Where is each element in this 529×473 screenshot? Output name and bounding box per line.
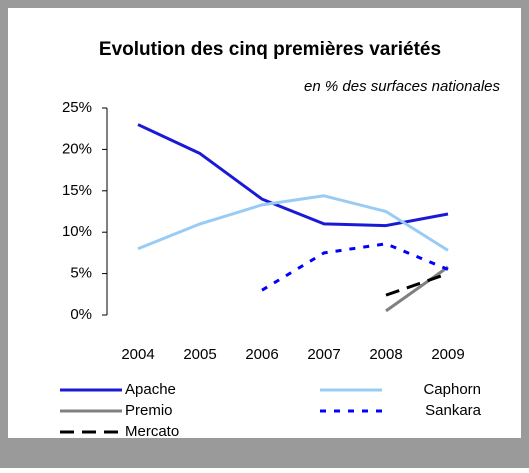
series-line xyxy=(137,123,449,228)
y-tick-label: 0% xyxy=(70,306,92,323)
series-line xyxy=(137,194,449,252)
legend-label: Mercato xyxy=(125,423,179,440)
y-tick-label: 25% xyxy=(62,99,92,116)
legend-label: Premio xyxy=(125,402,173,419)
x-tick-label: 2008 xyxy=(369,346,402,363)
legend-label: Caphorn xyxy=(423,381,481,398)
legend-label: Apache xyxy=(125,381,176,398)
series-line xyxy=(261,242,449,292)
x-tick-label: 2004 xyxy=(121,346,154,363)
x-tick-label: 2005 xyxy=(183,346,216,363)
panel xyxy=(8,8,521,438)
series-line xyxy=(385,272,449,297)
chart-subtitle: en % des surfaces nationales xyxy=(304,78,500,95)
y-tick-label: 10% xyxy=(62,223,92,240)
series-line xyxy=(385,265,449,313)
y-tick-label: 20% xyxy=(62,140,92,157)
chart-title: Evolution des cinq premières variétés xyxy=(99,39,441,60)
x-tick-label: 2006 xyxy=(245,346,278,363)
legend-label: Sankara xyxy=(425,402,482,419)
x-tick-label: 2009 xyxy=(431,346,464,363)
y-tick-label: 15% xyxy=(62,182,92,199)
y-tick-label: 5% xyxy=(70,265,92,282)
x-tick-label: 2007 xyxy=(307,346,340,363)
